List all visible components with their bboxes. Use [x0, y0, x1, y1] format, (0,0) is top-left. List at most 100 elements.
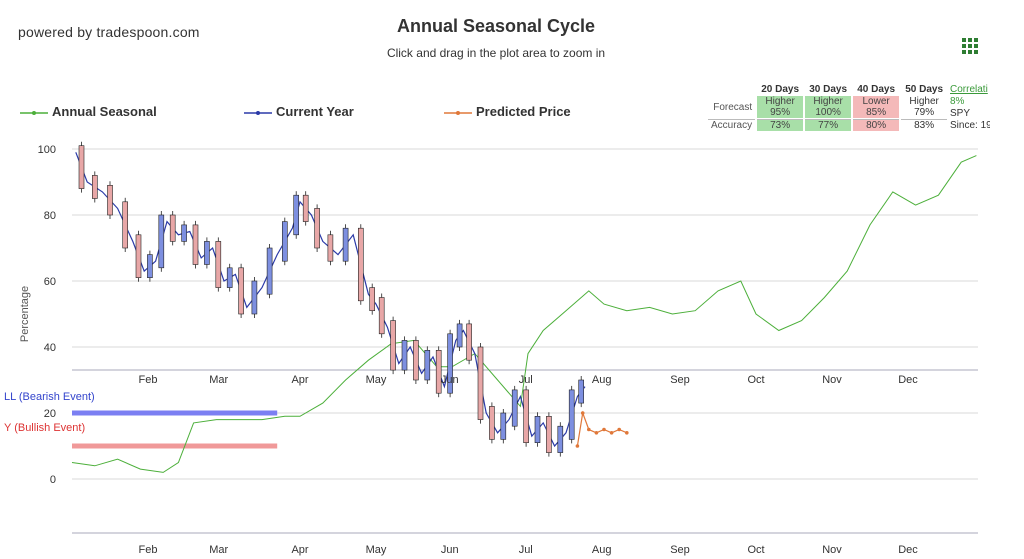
candle-body: [401, 340, 408, 371]
accuracy-cell-30: 77%: [805, 119, 852, 131]
x-tick-label: Feb: [139, 544, 158, 556]
candle-body: [293, 194, 300, 236]
x-tick-label: Apr: [291, 544, 308, 556]
orange-line-legend-icon: [444, 110, 472, 115]
x-tick-label: Jul: [519, 544, 533, 556]
candle-body: [357, 227, 364, 302]
y-tick-label: 0: [50, 474, 56, 486]
candle-body: [390, 320, 396, 371]
correlation-value: 8%: [950, 96, 965, 107]
header-20-days: 20 Days: [761, 84, 800, 95]
candle-body: [378, 297, 385, 335]
candle-body: [557, 425, 564, 453]
candle-body: [158, 214, 165, 269]
candle-body: [578, 379, 585, 404]
candle-body: [342, 227, 349, 262]
predicted-point: [625, 431, 629, 435]
forecast-dir: Higher: [765, 96, 795, 107]
header-30-days: 30 Days: [809, 84, 848, 95]
green-line-legend-icon: [20, 110, 48, 115]
candle-body: [266, 247, 273, 295]
x-tick-label: Aug: [592, 374, 612, 386]
x-tick-label: Dec: [898, 374, 918, 386]
y-tick-label: 60: [44, 276, 56, 288]
candle-body: [107, 185, 113, 216]
bullish-event-label: Y (Bullish Event): [4, 422, 85, 434]
x-axis-ticks-lower: Feb Mar Apr May Jun Jul Aug Sep Oct Nov Dec: [139, 544, 919, 556]
candle-body: [238, 267, 244, 315]
x-tick-label: Jun: [441, 374, 459, 386]
bearish-event-label: LL (Bearish Event): [4, 391, 95, 403]
forecast-pct: 79%: [914, 107, 935, 118]
correlation-since: Since: 19: [950, 120, 990, 131]
x-tick-label: May: [366, 544, 387, 556]
x-tick-label: Mar: [209, 374, 228, 386]
legend-item-annual-seasonal[interactable]: Annual Seasonal: [20, 104, 157, 119]
candle-body: [192, 224, 199, 265]
legend-label: Annual Seasonal: [52, 104, 157, 119]
candle-body: [413, 340, 419, 381]
candle-body: [181, 224, 187, 242]
candle-body: [92, 175, 98, 199]
x-tick-label: Feb: [139, 374, 158, 386]
x-tick-label: May: [366, 374, 387, 386]
x-tick-label: Mar: [209, 544, 228, 556]
correlation-link[interactable]: Correlati: [950, 84, 988, 95]
x-tick-label: Jun: [441, 544, 459, 556]
predicted-point: [580, 411, 585, 415]
candle-body: [456, 323, 463, 348]
chart-subtitle: Click and drag in the plot area to zoom …: [386, 46, 606, 60]
predicted-point: [594, 431, 599, 435]
candle-body: [215, 241, 222, 288]
forecast-row-label: Forecast: [713, 101, 753, 113]
predicted-point: [575, 444, 580, 448]
legend-label: Predicted Price: [476, 104, 571, 119]
candle-body: [226, 267, 233, 288]
y-tick-label: 40: [44, 342, 56, 354]
candle-body: [204, 241, 210, 265]
y-tick-label: 80: [44, 210, 56, 222]
candle-body: [447, 333, 453, 394]
x-tick-label: Dec: [898, 544, 918, 556]
candlesticks: [78, 141, 585, 457]
y-tick-label: 100: [38, 144, 56, 156]
forecast-pct: 95%: [770, 107, 791, 118]
x-tick-label: Aug: [592, 544, 612, 556]
candle-body: [169, 214, 176, 242]
candle-body: [546, 415, 552, 453]
candle-body: [568, 389, 575, 440]
accuracy-cell-50: 83%: [901, 119, 948, 131]
legend-item-current-year[interactable]: Current Year: [244, 104, 354, 119]
y-tick-label: 20: [44, 408, 56, 420]
candle-body: [122, 201, 128, 249]
x-tick-label: Oct: [747, 544, 764, 556]
y-axis-label: Percentage: [19, 286, 31, 342]
candle-body: [327, 234, 334, 262]
accuracy-row-label: Accuracy: [708, 119, 756, 131]
correlation-panel: Correlati 8% SPY Since: 19: [950, 84, 990, 132]
forecast-pct: 100%: [815, 107, 841, 118]
forecast-table: 20 Days 30 Days 40 Days 50 Days Forecast…: [706, 83, 949, 132]
grid-menu-icon[interactable]: [962, 38, 978, 54]
annual-seasonal-line: [71, 155, 977, 473]
candle-body: [523, 389, 529, 443]
header-40-days: 40 Days: [857, 84, 896, 95]
x-tick-label: Jul: [519, 374, 533, 386]
x-tick-label: Oct: [747, 374, 764, 386]
predicted-point: [609, 431, 614, 435]
x-tick-label: Apr: [291, 374, 308, 386]
predicted-point: [602, 427, 606, 432]
forecast-cell-40: Lower 85%: [853, 96, 900, 118]
forecast-pct: 85%: [866, 107, 887, 118]
accuracy-cell-20: 73%: [757, 119, 804, 131]
predicted-point: [617, 427, 621, 432]
x-tick-label: Sep: [670, 374, 690, 386]
forecast-dir: Higher: [909, 96, 939, 107]
x-tick-label: Nov: [822, 544, 842, 556]
candle-body: [281, 221, 288, 262]
y-axis-ticks: 0 20 40 60 80 100: [38, 144, 56, 486]
candle-body: [466, 323, 472, 361]
legend-item-predicted-price[interactable]: Predicted Price: [444, 104, 571, 119]
forecast-dir: Lower: [862, 96, 890, 107]
